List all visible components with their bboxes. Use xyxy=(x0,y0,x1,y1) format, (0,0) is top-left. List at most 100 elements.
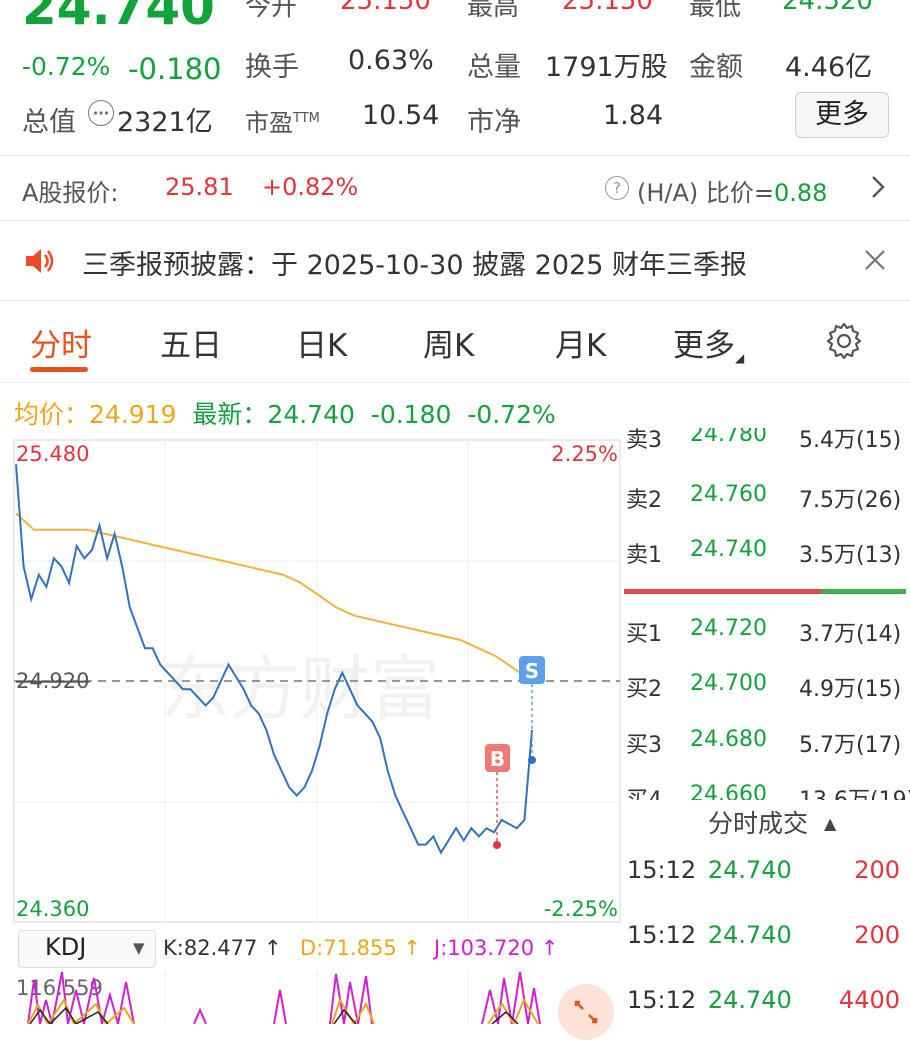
chevron-right-icon[interactable] xyxy=(870,174,886,204)
pe-label: 市盈TTM xyxy=(245,103,320,138)
tab-monthly-k[interactable]: 月K xyxy=(555,328,607,364)
ask-row[interactable]: 卖3 24.780 5.4万(15) xyxy=(626,428,901,454)
price-line xyxy=(15,464,533,855)
bid-price: 24.700 xyxy=(690,671,767,696)
mktcap-label: 总值 xyxy=(22,107,76,138)
divider xyxy=(0,155,910,156)
more-dots-icon[interactable] xyxy=(88,100,114,126)
sell-marker-dot xyxy=(528,756,536,764)
high-value: 25.150 xyxy=(562,0,653,16)
ha-ratio-value: 0.88 xyxy=(774,179,828,207)
ask-volume: 5.4万(15) xyxy=(799,428,902,453)
bid-row[interactable]: 买4 24.660 13.6万(19) xyxy=(626,782,910,800)
expand-icon[interactable] xyxy=(558,984,614,1040)
tab-intraday[interactable]: 分时 xyxy=(30,328,92,364)
kdj-chart xyxy=(27,970,541,1024)
y-axis-max-label: 25.480 xyxy=(16,442,89,466)
buy-sell-ratio-bar xyxy=(624,589,906,594)
indicator-select[interactable]: KDJ ▼ xyxy=(18,930,156,968)
notice-text[interactable]: 三季报预披露：于 2025-10-30 披露 2025 财年三季报 xyxy=(82,250,747,281)
bid-row[interactable]: 买2 24.700 4.9万(15) xyxy=(626,671,901,703)
open-label: 今开 xyxy=(245,0,298,22)
tab-weekly-k[interactable]: 周K xyxy=(423,328,475,364)
order-book: 卖3 24.780 5.4万(15) 卖2 24.760 7.5万(26) 卖1… xyxy=(622,428,910,800)
gear-icon[interactable] xyxy=(824,321,864,365)
close-icon[interactable] xyxy=(864,249,886,275)
trade-row: 15:12 24.740 xyxy=(627,986,792,1014)
trade-row: 15:12 24.740 xyxy=(627,856,792,884)
buy-marker-dot xyxy=(493,841,501,849)
divider xyxy=(0,382,910,383)
ask-price: 24.780 xyxy=(690,428,767,447)
chart-info-line: 均价：24.919 最新：24.740 -0.180 -0.72% xyxy=(14,395,556,431)
chart-watermark: 东方财富 xyxy=(160,650,440,728)
bid-volume: 13.6万(19) xyxy=(799,782,910,800)
pct-axis-max-label: 2.25% xyxy=(551,442,618,466)
amount-label: 金额 xyxy=(689,52,743,83)
bid-label: 买2 xyxy=(626,677,662,702)
ask-row[interactable]: 卖2 24.760 7.5万(26) xyxy=(626,482,901,514)
open-value: 25.150 xyxy=(340,0,431,16)
sell-marker-badge[interactable] xyxy=(519,656,545,684)
bid-label: 买1 xyxy=(626,622,662,647)
tab-daily-k[interactable]: 日K xyxy=(296,328,348,364)
triangle-up-icon: ▲ xyxy=(823,814,837,833)
reference-label: 24.920 xyxy=(16,669,89,693)
turnover-value: 0.63% xyxy=(348,45,434,76)
bid-label: 买3 xyxy=(626,733,662,758)
buy-marker-badge[interactable] xyxy=(485,744,510,772)
bid-price: 24.720 xyxy=(690,616,767,641)
tab-more-label: 更多 xyxy=(673,328,735,364)
latest-label: 最新： xyxy=(192,400,268,429)
ask-price: 24.760 xyxy=(690,482,767,507)
tab-five-day[interactable]: 五日 xyxy=(160,328,222,364)
ask-volume: 7.5万(26) xyxy=(799,488,902,513)
trade-price: 24.740 xyxy=(707,921,792,949)
trade-time: 15:12 xyxy=(627,856,697,884)
ask-row[interactable]: 卖1 24.740 3.5万(13) xyxy=(626,537,901,569)
speaker-icon xyxy=(24,246,58,280)
avg-price-value: 24.919 xyxy=(89,400,177,429)
trade-time: 15:12 xyxy=(627,986,697,1014)
turnover-label: 换手 xyxy=(245,52,299,83)
pb-value: 1.84 xyxy=(603,100,664,131)
buy-ratio-fill xyxy=(624,589,822,594)
kdj-d-value: D:71.855 ↑ xyxy=(300,936,421,960)
change-value: -0.180 xyxy=(128,52,222,86)
divider xyxy=(0,300,910,301)
pct-axis-min-label: -2.25% xyxy=(544,897,618,921)
trade-row: 15:12 24.740 xyxy=(627,921,792,949)
ask-label: 卖1 xyxy=(626,543,662,568)
divider xyxy=(0,220,910,221)
indicator-select-value: KDJ xyxy=(45,933,87,961)
pe-value: 10.54 xyxy=(362,100,440,131)
bid-row[interactable]: 买1 24.720 3.7万(14) xyxy=(626,616,901,648)
a-share-price: 25.81 xyxy=(165,173,234,201)
trade-time: 15:12 xyxy=(627,921,697,949)
ha-ratio-label[interactable]: (H/A) 比价=0.88 xyxy=(637,173,827,208)
bid-volume: 5.7万(17) xyxy=(799,733,902,758)
bid-row[interactable]: 买3 24.680 5.7万(17) xyxy=(626,727,901,759)
bid-volume: 4.9万(15) xyxy=(799,677,902,702)
sell-marker-label: S xyxy=(525,659,539,683)
trade-volume: 200 xyxy=(854,856,900,884)
kdj-j-line xyxy=(27,971,541,1024)
amount-value: 4.46亿 xyxy=(785,52,873,83)
trade-volume: 200 xyxy=(854,921,900,949)
help-icon[interactable]: ? xyxy=(605,176,629,200)
trades-header-label: 分时成交 xyxy=(708,809,809,838)
trade-price: 24.740 xyxy=(707,856,792,884)
ask-price: 24.740 xyxy=(690,537,767,562)
last-price: 24.740 xyxy=(22,0,215,36)
a-share-label: A股报价: xyxy=(22,179,119,207)
more-button[interactable]: 更多 xyxy=(795,92,889,138)
tab-more[interactable]: 更多◢ xyxy=(673,320,744,365)
volume-value: 1791万股 xyxy=(545,52,668,83)
intraday-chart[interactable]: 东方财富 25.480 24.360 2.25% -2.25% 24.920 B… xyxy=(0,438,622,924)
low-value: 24.520 xyxy=(782,0,873,16)
ask-label: 卖3 xyxy=(626,428,662,453)
a-share-change: +0.82% xyxy=(262,173,359,201)
trades-header[interactable]: 分时成交 ▲ xyxy=(708,804,836,840)
ask-volume: 3.5万(13) xyxy=(799,543,902,568)
avg-price-label: 均价： xyxy=(14,400,90,429)
